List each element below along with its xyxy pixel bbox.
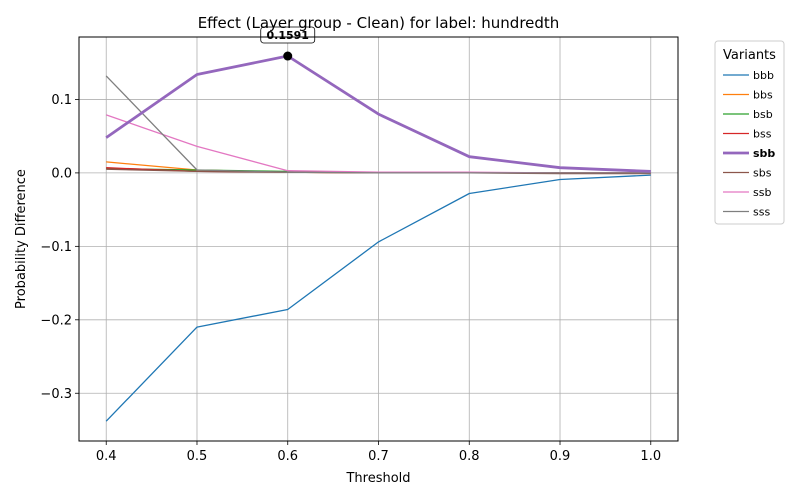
axis-ticks: 0.4 0.5 0.6 0.7 0.8 0.9 1.0 −0.3 −0.2 −0.1 0.0 0.1 xyxy=(40,93,661,464)
legend-label-sbs: sbs xyxy=(753,167,772,180)
legend-label-bsb: bsb xyxy=(753,108,773,121)
x-tick-label: 0.5 xyxy=(187,449,208,464)
legend-label-ssb: ssb xyxy=(753,186,771,199)
legend: Variants bbb bbs bsb bss sbb sbs ssb sss xyxy=(714,40,785,225)
x-tick-label: 1.0 xyxy=(640,449,661,464)
x-tick-label: 0.9 xyxy=(550,449,571,464)
x-tick-label: 0.8 xyxy=(459,449,480,464)
x-axis-label: Threshold xyxy=(345,471,410,486)
y-tick-label: −0.1 xyxy=(40,240,72,255)
legend-label-sbb: sbb xyxy=(753,147,775,160)
annotation-box xyxy=(260,26,316,44)
series-line-sss xyxy=(105,75,651,174)
series-line-sbb xyxy=(105,54,651,173)
y-tick-label: −0.2 xyxy=(40,313,72,328)
legend-label-sss: sss xyxy=(753,206,770,219)
x-tick-label: 0.6 xyxy=(277,449,298,464)
y-tick-label: 0.0 xyxy=(51,166,72,181)
x-tick-label: 0.7 xyxy=(368,449,389,464)
chart-title: Effect (Layer group - Clean) for label: … xyxy=(198,14,560,32)
y-tick-label: 0.1 xyxy=(51,93,72,108)
peak-annotation: 0.1591 xyxy=(260,26,316,61)
legend-label-bbb: bbb xyxy=(753,69,774,82)
legend-label-bss: bss xyxy=(753,128,772,141)
annotation-text: 0.1591 xyxy=(267,29,309,42)
series-lines xyxy=(105,54,651,422)
legend-title: Variants xyxy=(723,48,776,63)
y-tick-label: −0.3 xyxy=(40,387,72,402)
legend-label-bbs: bbs xyxy=(753,89,773,102)
series-line-bbb xyxy=(105,174,651,422)
legend-box xyxy=(714,40,785,225)
grid xyxy=(79,37,678,441)
peak-marker xyxy=(283,51,293,61)
x-tick-label: 0.4 xyxy=(96,449,117,464)
y-axis-label: Probability Difference xyxy=(14,169,29,309)
